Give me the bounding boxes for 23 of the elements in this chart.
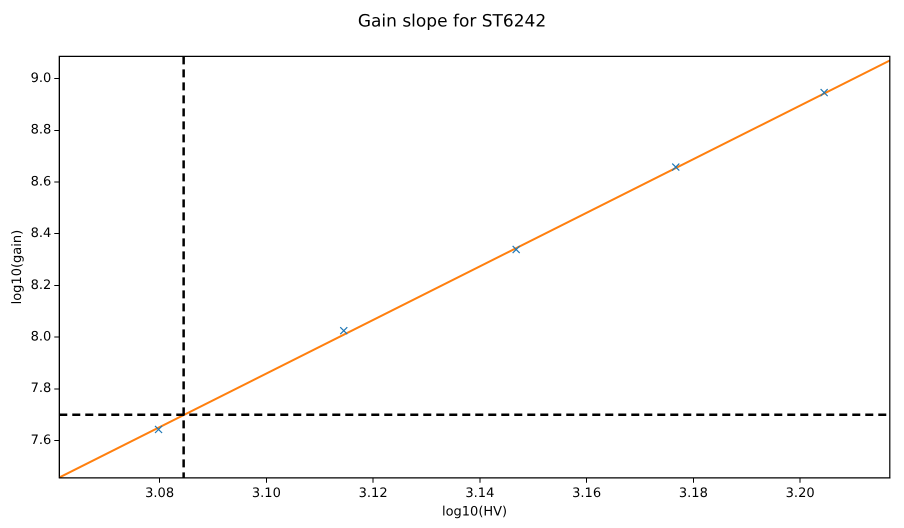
y-tick-label: 8.4 (30, 226, 52, 242)
y-tick-label: 8.0 (30, 330, 52, 345)
y-tick-label: 8.8 (30, 122, 52, 138)
y-tick-label: 8.2 (30, 278, 52, 293)
x-tick-label: 3.10 (252, 486, 281, 501)
y-tick-label: 8.6 (30, 174, 52, 190)
y-tick-label: 7.8 (30, 381, 52, 396)
point (820, 88, 828, 97)
point (340, 326, 348, 335)
y-tick-label: 9.0 (30, 71, 52, 86)
point (512, 245, 520, 254)
chart-title: Gain slope for ST6242 (358, 12, 546, 32)
x-tick-label: 3.16 (572, 486, 602, 501)
x-tick-label: 3.08 (145, 486, 174, 501)
x-tick-label: 3.14 (465, 486, 494, 501)
x-tick-label: 3.12 (358, 486, 388, 501)
point (672, 162, 680, 172)
x-axis-title: log10(HV) (442, 504, 508, 520)
point (154, 425, 163, 434)
y-axis-title: log10(gain) (10, 230, 26, 304)
x-tick-label: 3.18 (678, 486, 708, 501)
x-tick-label: 3.20 (786, 486, 815, 501)
y-tick-label: 7.6 (30, 432, 52, 448)
